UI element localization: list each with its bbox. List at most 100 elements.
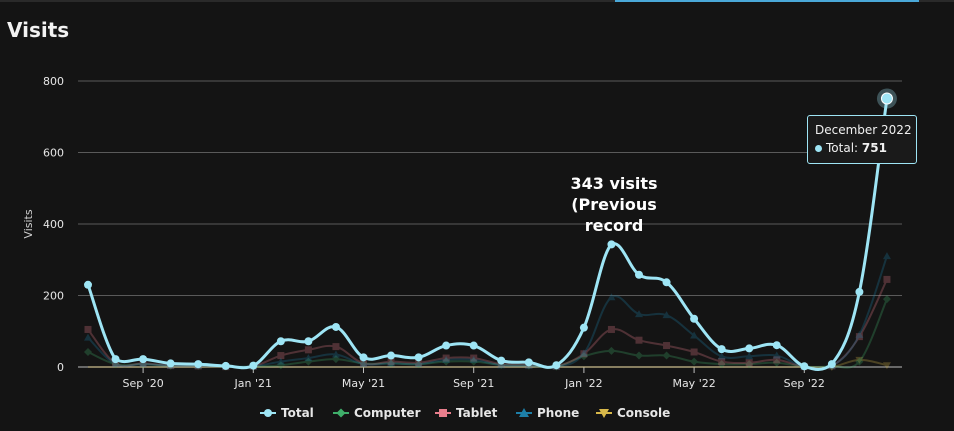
- point-phone[interactable]: [359, 360, 368, 368]
- point-tablet[interactable]: [277, 352, 285, 360]
- point-total[interactable]: [304, 337, 313, 346]
- point-computer[interactable]: [579, 352, 588, 361]
- point-console[interactable]: [882, 362, 891, 370]
- point-total[interactable]: [827, 360, 836, 369]
- point-phone[interactable]: [882, 252, 891, 260]
- point-total[interactable]: [497, 356, 506, 365]
- point-total[interactable]: [414, 353, 423, 362]
- point-total[interactable]: [276, 337, 285, 346]
- point-phone[interactable]: [579, 349, 588, 357]
- point-tablet[interactable]: [387, 358, 395, 366]
- point-computer[interactable]: [331, 355, 340, 364]
- legend-item-computer[interactable]: Computer: [333, 406, 420, 420]
- point-tablet[interactable]: [745, 359, 753, 367]
- legend-item-phone[interactable]: Phone: [516, 406, 579, 420]
- point-computer[interactable]: [855, 357, 864, 366]
- point-total[interactable]: [139, 355, 148, 364]
- point-total[interactable]: [359, 353, 368, 362]
- point-phone[interactable]: [745, 352, 754, 360]
- point-computer[interactable]: [414, 360, 423, 369]
- point-tablet[interactable]: [84, 325, 92, 333]
- point-phone[interactable]: [690, 331, 699, 339]
- legend-item-console[interactable]: Console: [596, 406, 670, 420]
- legend-label-total: Total: [281, 406, 314, 420]
- point-phone[interactable]: [635, 310, 643, 318]
- point-tablet[interactable]: [304, 346, 312, 354]
- point-total-hovered[interactable]: [880, 92, 893, 105]
- point-total[interactable]: [855, 287, 864, 296]
- point-total[interactable]: [690, 314, 699, 323]
- point-tablet[interactable]: [663, 342, 671, 350]
- point-computer[interactable]: [304, 357, 313, 366]
- point-computer[interactable]: [276, 361, 285, 370]
- point-computer[interactable]: [607, 346, 616, 355]
- point-total[interactable]: [772, 341, 781, 350]
- point-tablet[interactable]: [580, 350, 588, 358]
- point-total[interactable]: [387, 351, 396, 360]
- point-total[interactable]: [249, 361, 258, 370]
- point-phone[interactable]: [331, 350, 340, 358]
- point-computer[interactable]: [745, 360, 754, 369]
- point-console[interactable]: [855, 356, 864, 364]
- point-total[interactable]: [331, 322, 340, 331]
- point-computer[interactable]: [662, 351, 671, 360]
- point-total[interactable]: [717, 345, 726, 354]
- point-tablet[interactable]: [773, 356, 781, 364]
- point-tablet[interactable]: [470, 354, 478, 362]
- point-tablet[interactable]: [607, 325, 615, 333]
- point-tablet[interactable]: [855, 333, 863, 341]
- point-tablet[interactable]: [883, 275, 891, 283]
- point-phone[interactable]: [304, 354, 313, 362]
- point-phone[interactable]: [84, 333, 92, 341]
- point-phone[interactable]: [497, 361, 506, 369]
- point-phone[interactable]: [855, 330, 864, 338]
- point-tablet[interactable]: [139, 359, 147, 367]
- point-phone[interactable]: [387, 359, 396, 367]
- point-phone[interactable]: [442, 355, 451, 363]
- point-total[interactable]: [579, 323, 588, 332]
- point-total[interactable]: [745, 344, 754, 353]
- point-tablet[interactable]: [690, 348, 698, 356]
- point-tablet[interactable]: [360, 359, 367, 367]
- point-total[interactable]: [524, 358, 533, 367]
- point-tablet[interactable]: [718, 358, 726, 366]
- point-computer[interactable]: [84, 347, 92, 356]
- point-phone[interactable]: [717, 352, 726, 360]
- point-phone[interactable]: [662, 311, 671, 319]
- point-total[interactable]: [166, 359, 175, 368]
- point-phone[interactable]: [772, 351, 781, 359]
- point-total[interactable]: [552, 361, 561, 370]
- point-tablet[interactable]: [332, 343, 340, 351]
- point-total[interactable]: [442, 341, 451, 350]
- point-total[interactable]: [607, 240, 616, 249]
- point-total[interactable]: [469, 341, 478, 350]
- point-tablet[interactable]: [415, 359, 423, 367]
- legend-item-total[interactable]: Total: [260, 406, 314, 420]
- point-tablet[interactable]: [442, 354, 450, 362]
- legend-item-tablet[interactable]: Tablet: [435, 406, 497, 420]
- point-computer[interactable]: [772, 358, 781, 367]
- point-phone[interactable]: [607, 293, 616, 301]
- point-total[interactable]: [800, 362, 809, 371]
- point-computer[interactable]: [469, 357, 478, 366]
- point-phone[interactable]: [469, 355, 478, 363]
- point-computer[interactable]: [882, 295, 891, 304]
- point-computer[interactable]: [635, 351, 643, 360]
- point-computer[interactable]: [387, 359, 396, 368]
- point-computer[interactable]: [442, 357, 451, 366]
- point-total[interactable]: [221, 361, 230, 370]
- point-tablet[interactable]: [635, 336, 643, 344]
- point-total[interactable]: [194, 360, 203, 369]
- point-tablet[interactable]: [112, 359, 120, 367]
- point-phone[interactable]: [414, 360, 423, 368]
- point-total[interactable]: [84, 280, 92, 289]
- point-phone[interactable]: [276, 357, 285, 365]
- point-phone[interactable]: [111, 360, 120, 368]
- point-computer[interactable]: [359, 359, 368, 368]
- point-computer[interactable]: [690, 357, 699, 366]
- point-total[interactable]: [111, 355, 120, 364]
- point-total[interactable]: [635, 270, 643, 279]
- point-phone[interactable]: [139, 360, 148, 368]
- point-total[interactable]: [662, 278, 671, 287]
- point-computer[interactable]: [717, 360, 726, 369]
